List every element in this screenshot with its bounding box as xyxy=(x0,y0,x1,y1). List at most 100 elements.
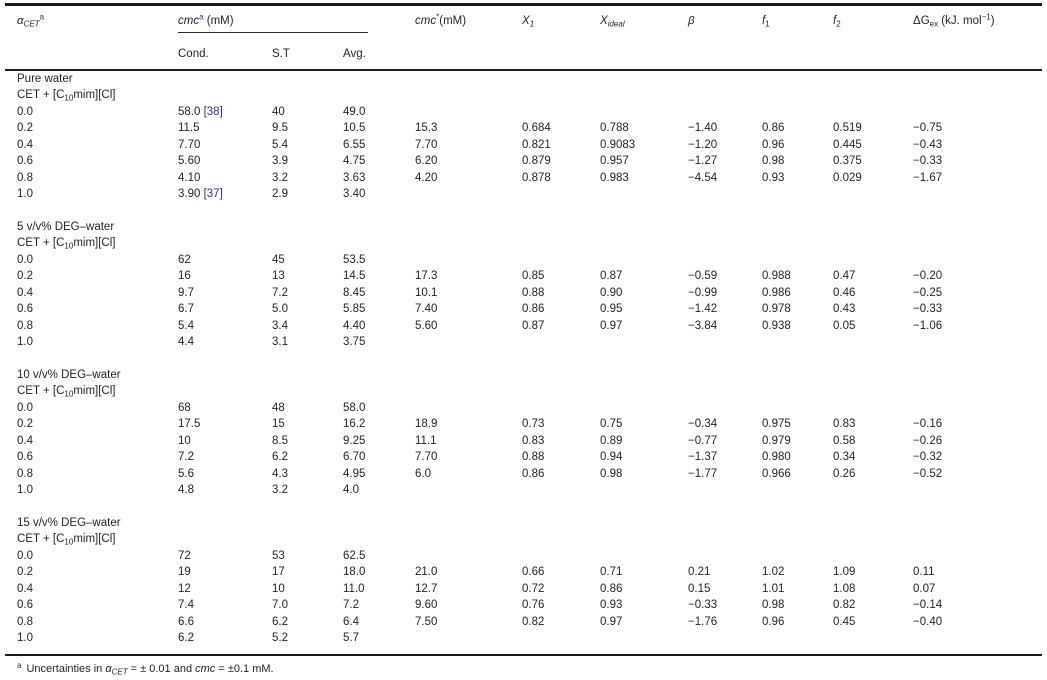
cell: 0.821 xyxy=(522,138,551,151)
cell: −0.75 xyxy=(913,122,943,134)
cell: 0.957 xyxy=(600,155,629,167)
f2-label: f xyxy=(833,14,837,27)
dg-unit-post: ) xyxy=(990,14,995,27)
col-group-cmc: cmca (mM) xyxy=(178,6,415,43)
cell: 0.45 xyxy=(833,615,856,628)
cell: −0.32 xyxy=(913,451,943,463)
data-row: 0.0 68 48 58.0 xyxy=(5,400,1042,417)
cell: 0.96 xyxy=(762,138,785,151)
table-body: Pure water CET + [C10mim][Cl] 0.0 58.0 [38]… xyxy=(5,70,1042,647)
cell: 1.01 xyxy=(762,582,785,595)
cell: 17.5 xyxy=(178,418,201,430)
cell: 0.4 xyxy=(17,582,33,595)
cell xyxy=(522,482,600,499)
cell: 9.7 xyxy=(178,286,194,299)
data-row: 0.8 5.4 3.4 4.40 5.60 0.87 0.97 −3.84 0.938 0.05 −… xyxy=(5,318,1042,335)
cell xyxy=(913,400,1042,417)
cell: 5.2 xyxy=(272,632,288,644)
alpha-subscript: CET xyxy=(23,19,40,28)
footnote-text-post: = ±0.1 mM. xyxy=(215,663,274,675)
compound-subscript: 10 xyxy=(64,93,74,103)
section-compound: CET + [C10mim][Cl] xyxy=(5,87,1042,104)
cell: 17 xyxy=(272,566,285,578)
cell xyxy=(522,548,600,565)
cell: 0.85 xyxy=(522,270,545,282)
x-ideal-subscript: ideal xyxy=(607,19,625,28)
cell: 5.4 xyxy=(272,138,288,151)
data-row: 0.4 7.70 5.4 6.55 7.70 0.821 0.9083 −1.20 0.96 0.… xyxy=(5,137,1042,154)
cell: 1.0 xyxy=(17,632,33,644)
cell: 0.988 xyxy=(762,270,791,282)
footnote-link-a[interactable]: a xyxy=(199,12,204,21)
data-row: 0.0 72 53 62.5 xyxy=(5,548,1042,565)
cell: 13 xyxy=(272,270,285,282)
cell: 0.26 xyxy=(833,467,856,480)
footnote-text-mid: = ± 0.01 and xyxy=(127,663,196,675)
cell: 0.98 xyxy=(600,467,623,480)
footnote-marker: a xyxy=(17,661,22,670)
cell: −1.27 xyxy=(688,155,718,167)
cell: 7.70 xyxy=(415,451,438,463)
cell: −0.20 xyxy=(913,270,943,282)
cell xyxy=(762,400,833,417)
section-title: 10 v/v% DEG–water xyxy=(17,368,121,381)
footnote-alpha-symbol: α xyxy=(105,663,112,675)
cell: 3.90 [37] xyxy=(178,186,272,203)
cell: 0.2 xyxy=(17,270,33,282)
cell: 0.519 xyxy=(833,122,862,134)
section-compound: CET + [C10mim][Cl] xyxy=(5,383,1042,400)
x1-label: X xyxy=(522,14,530,27)
cell: −1.42 xyxy=(688,303,718,315)
cell: 11.1 xyxy=(415,434,437,447)
compound-prefix: CET + [C xyxy=(17,533,65,545)
data-row: 0.6 7.4 7.0 7.2 9.60 0.76 0.93 −0.33 0.98 0.82 −0.… xyxy=(5,597,1042,614)
cell xyxy=(913,630,1042,647)
cell: 0.788 xyxy=(600,122,629,134)
f1-subscript: 1 xyxy=(765,19,770,28)
cell: 10 xyxy=(178,434,191,447)
citation-ref[interactable]: [37] xyxy=(203,188,223,200)
cell: 0.73 xyxy=(522,418,545,430)
cell: 8.45 xyxy=(343,286,366,299)
cell: 0.0 xyxy=(17,549,33,562)
cell: 6.6 xyxy=(178,615,194,628)
x1-subscript: 1 xyxy=(529,19,535,28)
cell: 0.0 xyxy=(17,253,33,266)
cell: 0.05 xyxy=(833,319,856,332)
cell: 7.50 xyxy=(415,615,438,628)
cell: −0.43 xyxy=(913,138,943,151)
cell: 0.375 xyxy=(833,155,862,167)
cell: 0.34 xyxy=(833,451,856,463)
cell: 6.20 xyxy=(415,155,438,167)
compound-subscript: 10 xyxy=(64,241,74,251)
cell: 1.0 xyxy=(17,336,33,348)
cell: 58.0 xyxy=(343,401,366,414)
cell: 15.3 xyxy=(415,122,438,134)
data-row: 0.4 9.7 7.2 8.45 10.1 0.88 0.90 −0.99 0.986 0.46 −… xyxy=(5,285,1042,302)
cell: 0.87 xyxy=(600,270,623,282)
cell: 0.86 xyxy=(522,467,545,480)
cell: 0.90 xyxy=(600,286,623,299)
cell: 4.3 xyxy=(272,467,288,480)
cell-value: 58.0 xyxy=(178,105,204,118)
cell xyxy=(688,548,762,565)
cell: −0.40 xyxy=(913,615,943,628)
compound-suffix: mim][Cl] xyxy=(73,533,116,545)
cell: 0.71 xyxy=(600,566,623,578)
cell: 0.75 xyxy=(600,418,623,430)
citation-ref[interactable]: [38] xyxy=(203,105,223,118)
cell: 1.08 xyxy=(833,582,856,595)
cell: 3.2 xyxy=(272,171,288,184)
cell: 0.94 xyxy=(600,451,623,463)
cell: 5.85 xyxy=(343,303,366,315)
cell xyxy=(688,630,762,647)
data-row: 0.0 62 45 53.5 xyxy=(5,252,1042,269)
data-row: 0.2 17.5 15 16.2 18.9 0.73 0.75 −0.34 0.975 0.83 −… xyxy=(5,416,1042,433)
footnote-link-a[interactable]: a xyxy=(39,12,45,21)
cell xyxy=(415,482,522,499)
footnote-cmc-label: cmc xyxy=(195,663,216,675)
cell: 1.0 xyxy=(17,484,33,496)
cell: −0.26 xyxy=(913,434,943,447)
cell: 7.40 xyxy=(415,303,438,315)
cell xyxy=(415,186,522,203)
